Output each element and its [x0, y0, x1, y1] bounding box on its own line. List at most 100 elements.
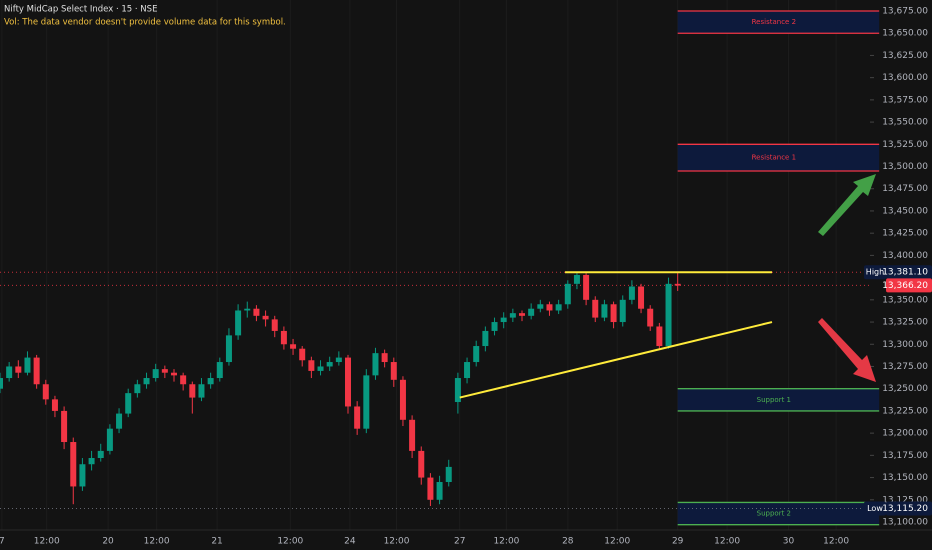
- y-tick-label: 13,175.00: [882, 451, 928, 461]
- x-tick-label: 27: [454, 537, 465, 547]
- candle-body: [665, 283, 672, 347]
- candle-body: [308, 360, 315, 371]
- y-tick-label: 13,550.00: [882, 118, 928, 128]
- y-tick-label: 13,350.00: [882, 295, 928, 305]
- y-tick-label: 13,250.00: [882, 384, 928, 394]
- candle-body: [6, 366, 13, 379]
- candle-body: [326, 362, 333, 367]
- candle-body: [656, 326, 663, 347]
- y-tick-label: 13,325.00: [882, 318, 928, 328]
- candle-body: [482, 330, 489, 347]
- candle-body: [299, 348, 306, 361]
- candle-body: [647, 308, 654, 327]
- y-tick-label: 13,275.00: [882, 362, 928, 372]
- candle-body: [134, 384, 141, 394]
- candle-body: [152, 369, 159, 379]
- low-label-badge: [864, 501, 886, 516]
- candle-body: [583, 274, 590, 300]
- candle-body: [15, 366, 22, 373]
- x-tick-label: 12:00: [34, 537, 60, 547]
- y-tick-label: 13,475.00: [882, 184, 928, 194]
- candle-body: [445, 466, 452, 483]
- candle-body: [601, 304, 608, 318]
- y-tick-label: 13,100.00: [882, 518, 928, 528]
- y-tick-label: 13,300.00: [882, 340, 928, 350]
- candle-body: [51, 399, 58, 411]
- y-tick-label: 13,575.00: [882, 95, 928, 105]
- high-value-label: 13,381.10: [882, 268, 928, 278]
- down-arrow: [818, 318, 876, 382]
- candle-body: [88, 458, 95, 465]
- candle-body: [161, 369, 168, 373]
- last-value-badge: [886, 278, 932, 293]
- x-tick-label: 12:00: [714, 537, 740, 547]
- low-value-badge: [886, 501, 932, 516]
- zone-label: Resistance 1: [752, 154, 796, 162]
- candle-body: [97, 450, 104, 459]
- y-tick-label: 13,650.00: [882, 29, 928, 39]
- y-tick-label: 13,600.00: [882, 73, 928, 83]
- x-tick-label: 12:00: [604, 537, 630, 547]
- up-arrow: [818, 174, 876, 236]
- candle-body: [317, 366, 324, 371]
- candle-body: [335, 357, 342, 363]
- zone-label: Support 2: [757, 510, 791, 518]
- candle-body: [509, 313, 516, 318]
- candle-body: [372, 353, 379, 376]
- zone-label: Resistance 2: [752, 18, 796, 26]
- y-tick-label: 13,425.00: [882, 229, 928, 239]
- candle-body: [235, 310, 242, 336]
- candle-body: [592, 299, 599, 318]
- candle-body: [79, 464, 86, 487]
- y-tick-label: 13,400.00: [882, 251, 928, 261]
- x-tick-label: 12:00: [277, 537, 303, 547]
- candle-body: [61, 410, 68, 443]
- candle-body: [189, 384, 196, 398]
- candle-body: [491, 322, 498, 331]
- candle-body: [555, 304, 562, 311]
- x-tick-label: 21: [211, 537, 222, 547]
- candle-body: [619, 299, 626, 323]
- candle-body: [253, 308, 260, 316]
- candle-body: [244, 308, 251, 311]
- candle-body: [628, 286, 635, 300]
- candle-body: [207, 378, 214, 385]
- low-value-label: 13,115.20: [882, 504, 928, 514]
- candle-body: [418, 450, 425, 478]
- candle-body: [528, 308, 535, 316]
- candle-body: [674, 283, 681, 286]
- x-tick-label: 30: [783, 537, 795, 547]
- y-tick-label: 13,525.00: [882, 140, 928, 150]
- candle-body: [70, 442, 77, 487]
- y-tick-label: 13,125.00: [882, 495, 928, 505]
- candle-body: [216, 362, 223, 379]
- candle-body: [390, 362, 397, 380]
- candle-body: [290, 344, 297, 349]
- x-tick-label: 24: [344, 537, 356, 547]
- candle-body: [537, 304, 544, 309]
- candle-body: [363, 375, 370, 429]
- candle-body: [354, 406, 361, 429]
- candle-body: [564, 283, 571, 305]
- candle-body: [24, 357, 31, 373]
- chart-title: Nifty MidCap Select Index · 15 · NSE: [4, 5, 157, 15]
- candle-body: [171, 372, 177, 376]
- candle-body: [225, 335, 232, 363]
- candle-body: [180, 375, 187, 385]
- x-tick-label: 29: [672, 537, 684, 547]
- x-tick-label: 12:00: [823, 537, 849, 547]
- zone: [677, 11, 880, 34]
- candle-body: [271, 319, 278, 331]
- chart-subtitle: Vol: The data vendor doesn't provide vol…: [4, 18, 286, 28]
- candle-body: [33, 357, 40, 385]
- candle-body: [473, 346, 480, 363]
- candle-body: [143, 378, 150, 385]
- y-tick-label: 13,150.00: [882, 473, 928, 483]
- x-tick-label: 28: [562, 537, 574, 547]
- y-tick-label: 13,625.00: [882, 51, 928, 61]
- candle-body: [42, 384, 49, 400]
- low-label: Low: [867, 504, 883, 513]
- candle-body: [116, 413, 123, 429]
